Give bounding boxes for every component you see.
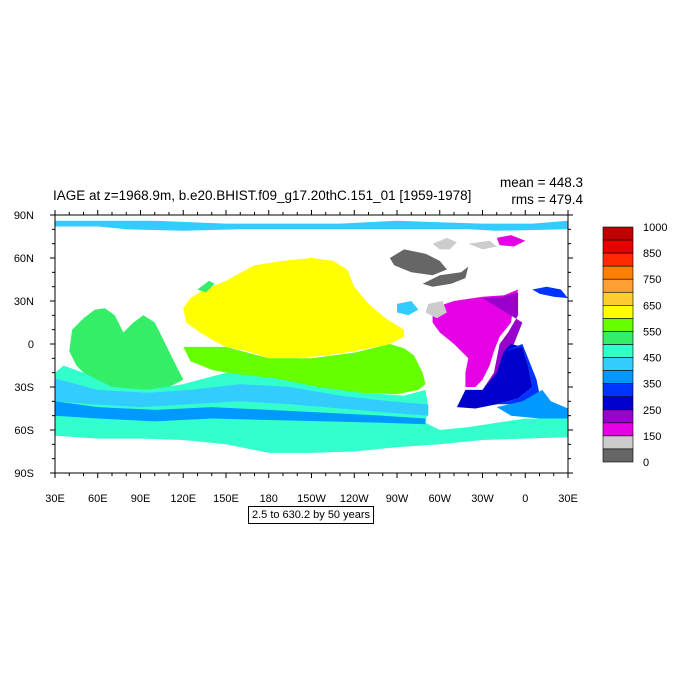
colorbar-label: 850 bbox=[643, 248, 661, 260]
x-tick-label: 90W bbox=[386, 493, 409, 505]
colorbar-cell bbox=[602, 357, 634, 371]
region-baffin bbox=[432, 237, 457, 250]
y-tick-label: 0 bbox=[28, 339, 34, 351]
chart-title: IAGE at z=1968.9m, b.e20.BHIST.f09_g17.2… bbox=[53, 188, 471, 203]
colorbar-cell bbox=[602, 226, 634, 241]
colorbar-cell bbox=[602, 435, 634, 450]
region-natlpurple bbox=[432, 289, 519, 387]
region-gulfmexico bbox=[397, 301, 419, 316]
y-tick-label: 60S bbox=[14, 425, 34, 437]
x-tick-label: 120W bbox=[340, 493, 369, 505]
colorbar-cell bbox=[602, 396, 634, 411]
colorbar-label: 450 bbox=[643, 353, 661, 365]
region-southcyan bbox=[55, 365, 568, 453]
region-satlblue bbox=[496, 344, 540, 405]
colorbar-label: 650 bbox=[643, 300, 661, 312]
y-tick-label: 30S bbox=[14, 382, 34, 394]
colorbar-cell bbox=[602, 318, 634, 332]
x-tick-label: 60E bbox=[88, 493, 108, 505]
x-axis-ticks: 30E 60E 90E 120E 150E 180 150W 120W 90W 60W 30W 0 30… bbox=[45, 210, 578, 505]
rms-stat: rms = 479.4 bbox=[511, 192, 583, 207]
colorbar: 1000 850 750 650 550 450 350 250 150 0 bbox=[602, 222, 667, 469]
y-tick-label: 90N bbox=[14, 210, 34, 222]
region-southblue bbox=[55, 378, 429, 416]
region-arctic bbox=[55, 220, 568, 231]
colorbar-cell bbox=[602, 239, 634, 254]
region-pacificgreen bbox=[183, 344, 426, 395]
x-tick-label: 30E bbox=[45, 493, 65, 505]
y-tick-label: 60N bbox=[14, 253, 34, 265]
colorbar-cell bbox=[602, 409, 634, 424]
colorbar-cell bbox=[602, 422, 634, 437]
x-tick-label: 30E bbox=[558, 493, 578, 505]
region-nordicgrey bbox=[468, 240, 497, 250]
region-mediterranean bbox=[532, 286, 568, 299]
x-tick-label: 120E bbox=[170, 493, 196, 505]
colorbar-cell bbox=[602, 278, 634, 293]
y-axis-ticks: 90N 60N 30N 0 30S 60S 90S bbox=[14, 210, 573, 480]
colorbar-cell bbox=[602, 331, 634, 345]
x-tick-label: 90E bbox=[131, 493, 151, 505]
x-tick-label: 30W bbox=[471, 493, 494, 505]
region-npacificyellow bbox=[183, 258, 405, 359]
colorbar-cell bbox=[602, 344, 634, 358]
x-tick-label: 150E bbox=[213, 493, 239, 505]
colorbar-label: 150 bbox=[643, 431, 661, 443]
colorbar-label: 1000 bbox=[643, 222, 667, 234]
region-hudson bbox=[389, 249, 447, 276]
x-tick-label: 0 bbox=[522, 493, 528, 505]
contour-interval-note: 2.5 to 630.2 by 50 years bbox=[248, 506, 374, 524]
y-tick-label: 90S bbox=[14, 468, 34, 480]
colorbar-cell bbox=[602, 265, 634, 280]
colorbar-cell bbox=[602, 383, 634, 398]
colorbar-label: 250 bbox=[643, 405, 661, 417]
colorbar-cell bbox=[602, 448, 634, 463]
colorbar-cell bbox=[602, 252, 634, 267]
colorbar-cell bbox=[602, 305, 634, 319]
colorbar-cell bbox=[602, 291, 634, 306]
colorbar-label: 0 bbox=[643, 457, 649, 469]
colorbar-label: 750 bbox=[643, 274, 661, 286]
region-southmid bbox=[55, 401, 426, 425]
region-satllight bbox=[496, 389, 568, 419]
region-natlviolet bbox=[482, 292, 523, 390]
colorbar-cell bbox=[602, 370, 634, 384]
y-tick-label: 30N bbox=[14, 296, 34, 308]
colorbar-label: 550 bbox=[643, 326, 661, 338]
region-satldeep bbox=[456, 344, 533, 409]
region-japansea bbox=[197, 280, 215, 293]
colorbar-label: 350 bbox=[643, 379, 661, 391]
ocean-age-map bbox=[55, 220, 568, 453]
mean-stat: mean = 448.3 bbox=[500, 175, 583, 190]
x-tick-label: 180 bbox=[260, 493, 278, 505]
region-indiangreen bbox=[69, 308, 184, 390]
region-labrador bbox=[422, 266, 469, 287]
region-greenlandsea bbox=[496, 235, 526, 247]
region-caribbeangrey bbox=[425, 301, 447, 319]
x-tick-label: 60W bbox=[428, 493, 451, 505]
x-tick-label: 150W bbox=[297, 493, 326, 505]
